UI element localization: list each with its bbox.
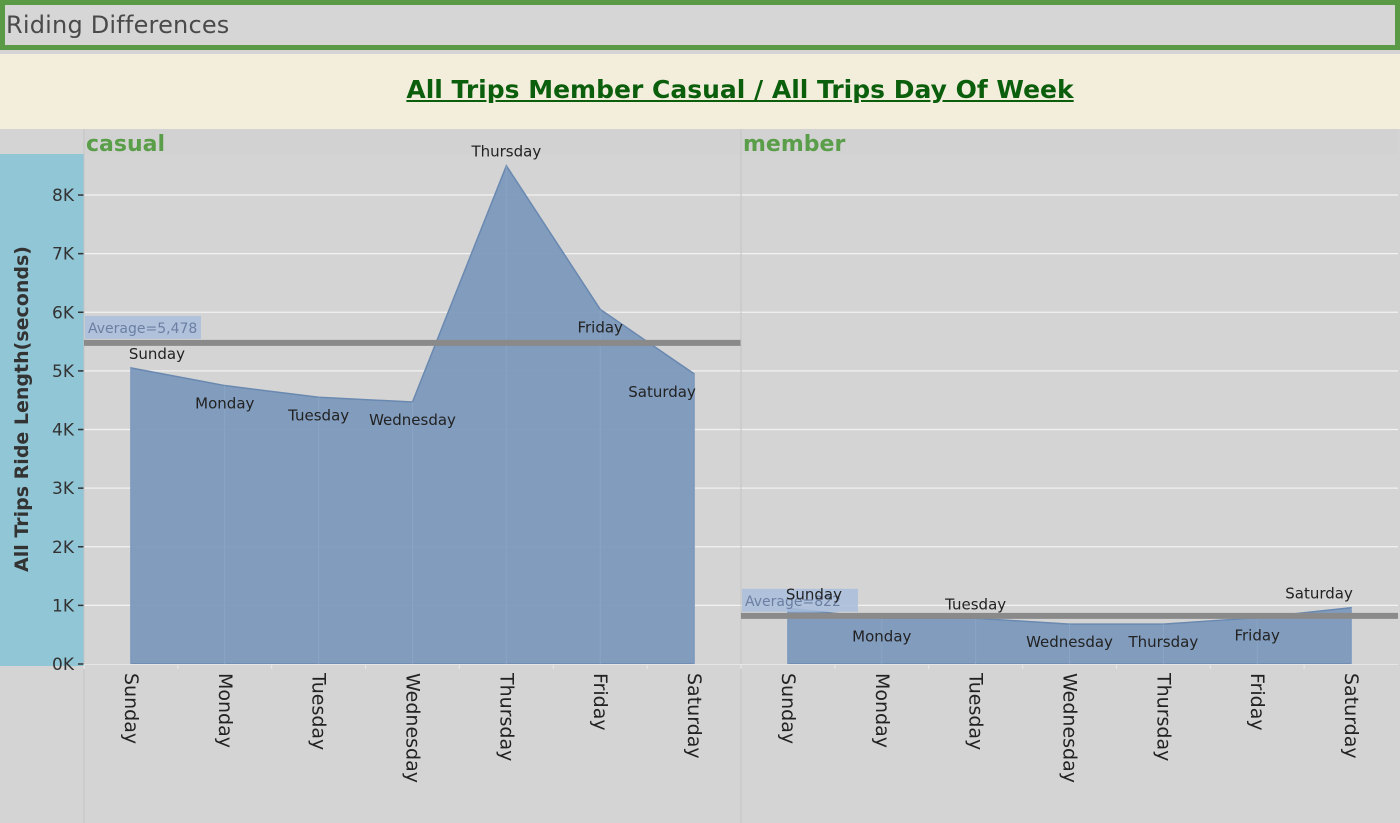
y-tick-label: 8K <box>52 186 75 206</box>
panel-label-casual: casual <box>86 132 165 157</box>
chart-header: All Trips Member Casual / All Trips Day … <box>0 54 1400 129</box>
point-label: Saturday <box>1285 585 1353 603</box>
y-axis-band <box>0 154 84 666</box>
average-label-bg <box>742 588 858 612</box>
x-tick-label: Tuesday <box>965 672 987 750</box>
average-label-member: Average=822 <box>745 594 841 610</box>
point-label: Friday <box>577 318 623 336</box>
dashboard-title-bar: Riding Differences <box>0 0 1400 50</box>
y-tick-label: 4K <box>52 421 75 441</box>
x-tick-label: Sunday <box>777 673 799 744</box>
average-label-bg <box>85 315 201 339</box>
y-tick-label: 2K <box>52 538 75 558</box>
average-label-casual: Average=5,478 <box>88 321 197 337</box>
point-label: Wednesday <box>369 411 456 429</box>
x-tick-label: Thursday <box>1152 672 1174 761</box>
x-tick-label: Friday <box>1246 673 1268 731</box>
point-label: Friday <box>1234 627 1280 645</box>
x-tick-label: Tuesday <box>308 672 330 750</box>
point-label: Thursday <box>470 143 541 161</box>
point-label: Sunday <box>129 345 185 363</box>
x-tick-label: Monday <box>214 673 236 748</box>
y-tick-label: 3K <box>52 479 75 499</box>
point-label: Saturday <box>628 383 696 401</box>
point-label: Thursday <box>1127 633 1198 651</box>
x-tick-label: Saturday <box>1340 673 1362 759</box>
x-tick-label: Friday <box>589 673 611 731</box>
x-tick-label: Wednesday <box>402 673 424 783</box>
point-label: Tuesday <box>944 595 1006 613</box>
point-label: Tuesday <box>287 406 349 424</box>
y-tick-label: 6K <box>52 303 75 323</box>
x-tick-label: Saturday <box>683 673 705 759</box>
y-axis-title: All Trips Ride Length(seconds) <box>11 246 33 572</box>
x-tick-label: Thursday <box>495 672 517 761</box>
y-tick-label: 0K <box>52 655 75 675</box>
point-label: Monday <box>195 395 254 413</box>
x-tick-label: Wednesday <box>1059 673 1081 783</box>
panel-header-strip <box>741 129 1398 154</box>
point-label: Monday <box>852 627 911 645</box>
y-tick-label: 1K <box>52 596 75 616</box>
y-tick-label: 7K <box>52 245 75 265</box>
dashboard-title: Riding Differences <box>6 11 230 39</box>
point-label: Wednesday <box>1026 633 1113 651</box>
chart-title: All Trips Member Casual / All Trips Day … <box>406 75 1074 104</box>
panel-header-strip <box>84 129 741 154</box>
point-label: Sunday <box>786 585 842 603</box>
y-tick-label: 5K <box>52 362 75 382</box>
x-tick-label: Sunday <box>120 673 142 744</box>
x-tick-label: Monday <box>871 673 893 748</box>
panel-label-member: member <box>743 132 845 157</box>
